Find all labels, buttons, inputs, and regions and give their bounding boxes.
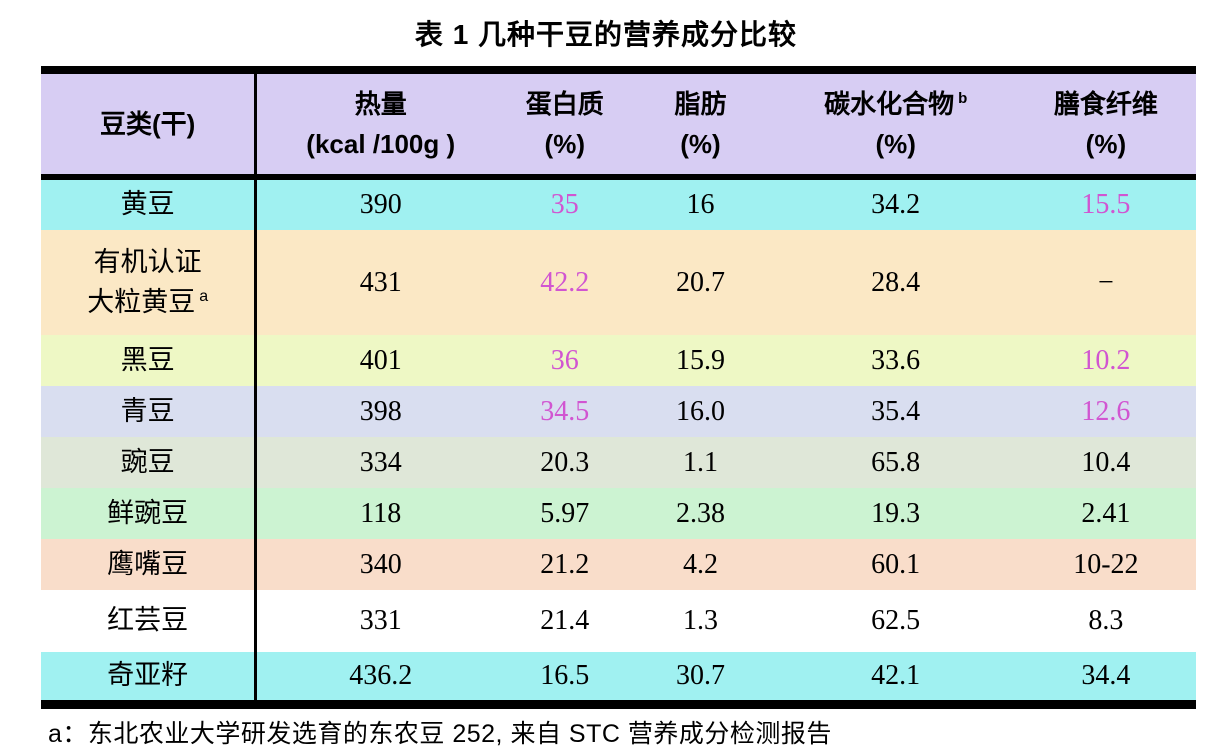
value-cell: 34.5	[540, 395, 590, 427]
header-protein: 蛋白质 (%)	[504, 70, 626, 180]
header-label: 蛋白质	[525, 88, 604, 119]
value-cell: 21.4	[540, 605, 590, 636]
bean-name-cell: 豌豆	[41, 437, 258, 488]
header-carbohydrate: 碳水化合物 b (%)	[775, 70, 1016, 180]
table-row: 有机认证大粒黄豆 a 431 42.2 20.7 28.4 −	[41, 230, 1196, 335]
bean-name-line: 红芸豆	[107, 605, 189, 636]
table-row: 红芸豆 331 21.4 1.3 62.5 8.3	[41, 590, 1196, 652]
value-cell: 4.2	[682, 548, 718, 580]
value-cell: 28.4	[871, 266, 921, 298]
value-cell: 118	[360, 497, 402, 529]
bean-name-cell: 奇亚籽	[41, 652, 258, 704]
value-cell: 340	[359, 548, 402, 580]
table-title: 表 1 几种干豆的营养成分比较	[414, 19, 798, 50]
table-row: 黑豆 401 36 15.9 33.6 10.2	[41, 335, 1196, 386]
nutrition-table: 豆类(干) 热量 (kcal /100g ) 蛋白质 (%) 脂肪 (%) 碳水…	[41, 66, 1196, 709]
value-cell: 34.4	[1081, 659, 1131, 691]
value-cell: 60.1	[871, 548, 921, 580]
value-cell: 34.2	[871, 189, 921, 220]
header-label: 碳水化合物 b	[824, 88, 968, 119]
value-cell: 5.97	[540, 497, 590, 529]
value-cell: 331	[359, 605, 402, 636]
header-row: 豆类(干) 热量 (kcal /100g ) 蛋白质 (%) 脂肪 (%) 碳水…	[41, 70, 1196, 180]
value-cell: 36	[550, 344, 579, 376]
value-cell: 62.5	[871, 605, 921, 636]
bean-name-cell: 黑豆	[41, 335, 258, 386]
value-cell: 431	[359, 266, 402, 298]
header-unit: (%)	[544, 129, 585, 159]
value-cell: 42.1	[871, 659, 921, 691]
table-row: 青豆 398 34.5 16.0 35.4 12.6	[41, 386, 1196, 437]
header-calories: 热量 (kcal /100g )	[255, 70, 505, 180]
value-cell: 33.6	[871, 344, 921, 376]
header-label: 膳食纤维	[1053, 88, 1158, 119]
value-cell: 19.3	[871, 497, 921, 529]
bean-name-cell: 红芸豆	[41, 590, 258, 652]
header-unit: (kcal /100g )	[306, 129, 456, 159]
value-cell: 65.8	[871, 446, 921, 478]
bean-name-line: 青豆	[120, 395, 175, 426]
value-cell: 16.5	[540, 659, 590, 691]
value-cell: 10.4	[1081, 446, 1131, 478]
value-cell: 436.2	[349, 659, 413, 691]
table-header: 豆类(干) 热量 (kcal /100g ) 蛋白质 (%) 脂肪 (%) 碳水…	[41, 70, 1196, 180]
footnote-marker-b: b	[958, 90, 968, 108]
value-cell: 2.38	[675, 497, 725, 529]
value-cell: 16	[686, 189, 715, 220]
bean-name-cell: 青豆	[41, 386, 258, 437]
table-row: 鹰嘴豆 340 21.2 4.2 60.1 10-22	[41, 539, 1196, 590]
table-row: 豌豆 334 20.3 1.1 65.8 10.4	[41, 437, 1196, 488]
header-label: 脂肪	[674, 88, 727, 119]
table-row: 奇亚籽 436.2 16.5 30.7 42.1 34.4	[41, 652, 1196, 704]
value-cell: 35.4	[871, 395, 921, 427]
value-cell: 30.7	[675, 659, 725, 691]
value-cell: 10-22	[1073, 548, 1139, 580]
bean-name-line: 鲜豌豆	[107, 497, 189, 528]
footnote-a: a：东北农业大学研发选育的东农豆 252, 来自 STC 营养成分检测报告	[48, 719, 832, 748]
value-cell: 2.41	[1081, 497, 1131, 529]
value-cell: 12.6	[1081, 395, 1131, 427]
value-cell: 8.3	[1088, 605, 1124, 636]
bean-name-line: 有机认证	[93, 247, 202, 278]
bean-name-line: 黑豆	[120, 344, 175, 375]
header-label: 热量	[354, 88, 407, 119]
value-cell: 1.3	[682, 605, 718, 636]
table-row: 鲜豌豆 118 5.97 2.38 19.3 2.41	[41, 488, 1196, 539]
value-cell: 10.2	[1081, 344, 1131, 376]
value-cell: 20.3	[540, 446, 590, 478]
table-row: 黄豆 390 35 16 34.2 15.5	[41, 177, 1196, 230]
value-cell: 334	[359, 446, 402, 478]
value-cell: 398	[359, 395, 402, 427]
header-unit: (%)	[1085, 129, 1127, 159]
bean-name-cell: 鹰嘴豆	[41, 539, 258, 590]
bean-name-line: 大粒黄豆 a	[87, 286, 209, 317]
value-cell: 16.0	[675, 395, 725, 427]
bean-name-line: 黄豆	[120, 189, 175, 220]
bean-name-cell: 有机认证大粒黄豆 a	[41, 230, 258, 335]
header-label: 豆类(干)	[100, 108, 196, 139]
bean-name-cell: 鲜豌豆	[41, 488, 258, 539]
value-cell: 15.5	[1081, 189, 1131, 220]
value-cell: 42.2	[540, 266, 590, 298]
header-unit: (%)	[875, 129, 916, 159]
header-fat: 脂肪 (%)	[625, 70, 776, 180]
header-unit: (%)	[680, 129, 721, 159]
value-cell: 20.7	[675, 266, 725, 298]
value-cell: 15.9	[675, 344, 725, 376]
value-cell: 35	[550, 189, 579, 220]
value-cell: 401	[359, 344, 402, 376]
table-body: 黄豆 390 35 16 34.2 15.5 有机认证大粒黄豆 a 431 42.2 20.7 28.…	[41, 177, 1196, 704]
value-cell: 390	[359, 189, 402, 220]
bean-name-line: 奇亚籽	[107, 660, 189, 691]
bean-name-line: 鹰嘴豆	[107, 548, 189, 579]
bean-name-cell: 黄豆	[41, 177, 258, 230]
value-cell: 1.1	[682, 446, 718, 478]
header-dietary-fiber: 膳食纤维 (%)	[1015, 70, 1196, 180]
footnote-marker-a: a	[199, 287, 209, 305]
value-cell: −	[1097, 266, 1114, 298]
value-cell: 21.2	[540, 548, 590, 580]
header-bean-type: 豆类(干)	[41, 70, 258, 180]
bean-name-line: 豌豆	[120, 446, 175, 477]
